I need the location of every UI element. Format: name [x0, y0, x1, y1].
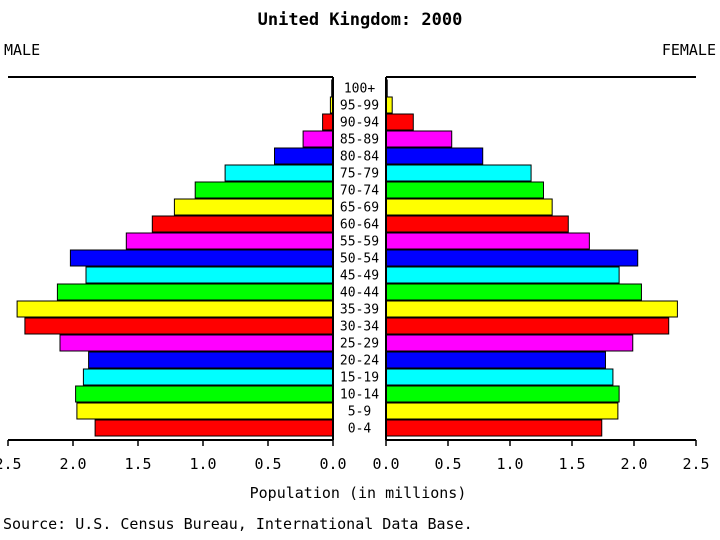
female-bar-25-29 — [385, 334, 634, 352]
female-bar-20-24 — [385, 351, 606, 369]
age-group-label: 90-94 — [340, 116, 379, 131]
female-label: FEMALE — [662, 41, 716, 59]
age-group-label: 30-34 — [340, 320, 379, 335]
male-bar-30-34 — [24, 317, 334, 335]
age-group-label: 75-79 — [340, 167, 379, 182]
age-group-labels: 100+ 95-99 90-94 85-89 80-84 75-79 70-74 65-69 6… — [340, 82, 379, 437]
female-bar-55-59 — [385, 232, 590, 250]
male-bar-80-84 — [274, 147, 334, 165]
male-bar-20-24 — [88, 351, 334, 369]
female-tick-label: 0.5 — [434, 455, 461, 473]
female-tick-label: 2.5 — [682, 455, 709, 473]
male-bar-10-14 — [75, 385, 334, 403]
male-axis: 2.5 2.0 1.5 1.0 0.5 0.0 — [0, 76, 347, 473]
male-bar-60-64 — [151, 215, 334, 233]
male-bar-55-59 — [125, 232, 334, 250]
male-bar-65-69 — [173, 198, 334, 216]
male-tick-label: 1.5 — [124, 455, 151, 473]
male-tick-label: 0.5 — [254, 455, 281, 473]
female-bar-0-4 — [385, 419, 603, 437]
male-bar-35-39 — [16, 300, 334, 318]
age-group-label: 95-99 — [340, 99, 379, 114]
age-group-label: 85-89 — [340, 133, 379, 148]
age-group-label: 40-44 — [340, 286, 379, 301]
male-tick-label: 2.0 — [59, 455, 86, 473]
female-bar-65-69 — [385, 198, 553, 216]
female-bar-35-39 — [385, 300, 678, 318]
male-label: MALE — [4, 41, 40, 59]
female-bar-60-64 — [385, 215, 569, 233]
age-group-label: 50-54 — [340, 252, 379, 267]
age-group-label: 0-4 — [348, 422, 372, 437]
female-tick-label: 0.0 — [372, 455, 399, 473]
male-bars — [16, 79, 334, 437]
male-tick-label: 1.0 — [189, 455, 216, 473]
age-group-label: 70-74 — [340, 184, 379, 199]
male-bar-5-9 — [76, 402, 334, 420]
female-bar-10-14 — [385, 385, 620, 403]
male-bar-75-79 — [224, 164, 334, 182]
age-group-label: 100+ — [344, 82, 375, 97]
female-bar-15-19 — [385, 368, 614, 386]
x-axis-label: Population (in millions) — [250, 484, 467, 502]
male-tick-label: 2.5 — [0, 455, 22, 473]
female-tick-label: 1.0 — [496, 455, 523, 473]
female-tick-label: 1.5 — [558, 455, 585, 473]
source-note: Source: U.S. Census Bureau, Internationa… — [3, 515, 473, 533]
female-bar-5-9 — [385, 402, 619, 420]
chart-title: United Kingdom: 2000 — [258, 10, 463, 30]
female-bar-80-84 — [385, 147, 484, 165]
age-group-label: 60-64 — [340, 218, 379, 233]
male-bar-85-89 — [302, 130, 334, 148]
male-bar-25-29 — [59, 334, 334, 352]
age-group-label: 10-14 — [340, 388, 379, 403]
age-group-label: 5-9 — [348, 405, 371, 420]
male-bar-45-49 — [85, 266, 334, 284]
age-group-label: 20-24 — [340, 354, 379, 369]
age-group-label: 80-84 — [340, 150, 379, 165]
age-group-label: 35-39 — [340, 303, 379, 318]
male-bar-40-44 — [56, 283, 334, 301]
female-tick-label: 2.0 — [620, 455, 647, 473]
male-bar-0-4 — [94, 419, 334, 437]
male-bar-15-19 — [82, 368, 334, 386]
male-bar-90-94 — [322, 113, 334, 131]
male-bar-50-54 — [69, 249, 334, 267]
female-bar-85-89 — [385, 130, 453, 148]
female-bar-75-79 — [385, 164, 532, 182]
female-bar-30-34 — [385, 317, 670, 335]
male-tick-label: 0.0 — [319, 455, 346, 473]
age-group-label: 45-49 — [340, 269, 379, 284]
age-group-label: 65-69 — [340, 201, 379, 216]
male-bar-70-74 — [194, 181, 334, 199]
female-bar-40-44 — [385, 283, 642, 301]
age-group-label: 55-59 — [340, 235, 379, 250]
female-bar-90-94 — [385, 113, 414, 131]
age-group-label: 15-19 — [340, 371, 379, 386]
age-group-label: 25-29 — [340, 337, 379, 352]
female-axis: 0.0 0.5 1.0 1.5 2.0 2.5 — [372, 76, 710, 473]
female-bar-45-49 — [385, 266, 620, 284]
female-bar-50-54 — [385, 249, 639, 267]
female-bar-70-74 — [385, 181, 544, 199]
